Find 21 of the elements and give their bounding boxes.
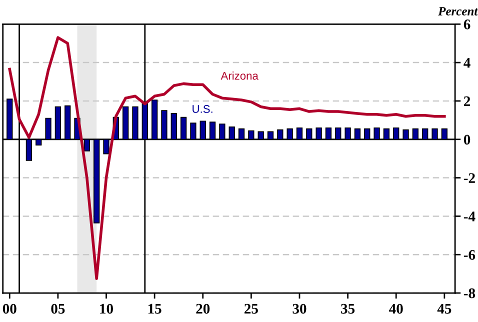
x-tick-label: 25 [244,304,258,314]
y-tick-label: -6 [464,250,476,260]
y-tick-label: -8 [464,288,476,298]
y-tick-label: 4 [464,58,470,68]
x-tick-label: 35 [341,304,355,314]
y-axis-title: Percent [438,7,478,16]
x-tick-label: 20 [196,304,210,314]
x-tick-label: 45 [437,304,452,314]
x-tick-label: 40 [389,304,403,314]
x-tick-label: 00 [2,304,16,314]
y-tick-label: 2 [464,96,470,106]
y-tick-label: 6 [464,20,470,30]
x-tick-label: 30 [292,304,306,314]
y-tick-label: -2 [464,173,475,183]
series-label: U.S. [192,105,212,113]
x-tick-label: 05 [51,304,65,314]
y-tick-label: -4 [464,212,476,222]
series-label: Arizona [220,72,258,80]
y-tick-label: 0 [464,134,470,145]
x-tick-label: 15 [148,304,162,314]
x-tick-label: 10 [100,304,113,314]
